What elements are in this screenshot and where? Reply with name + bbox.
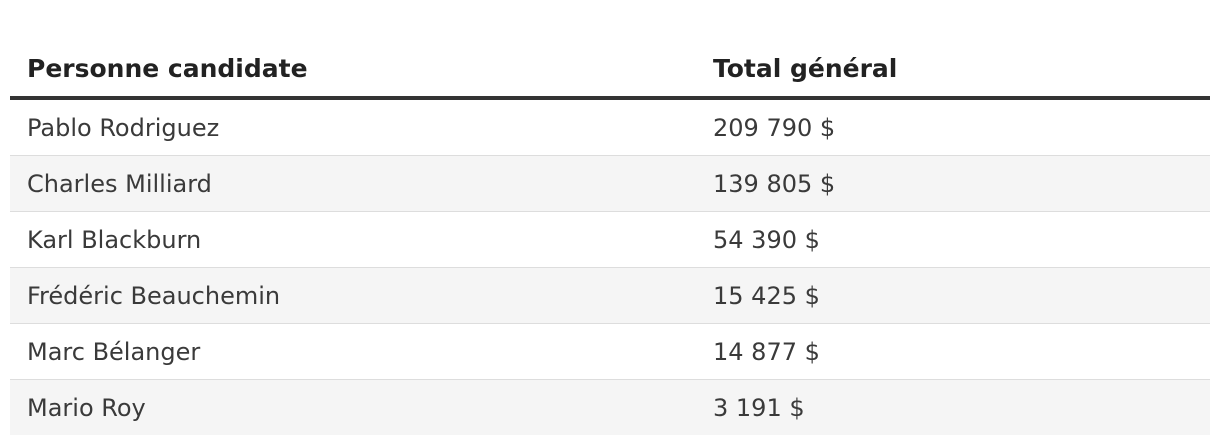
total-amount-cell: 3 191 $ [696, 379, 1210, 435]
table-body: Pablo Rodriguez 209 790 $ Charles Millia… [10, 98, 1210, 435]
donations-table: Personne candidate Total général Pablo R… [10, 40, 1210, 435]
table-row: Karl Blackburn 54 390 $ [10, 211, 1210, 268]
column-header-candidate: Personne candidate [10, 40, 696, 100]
total-amount-cell: 15 425 $ [696, 267, 1210, 324]
total-amount-cell: 139 805 $ [696, 155, 1210, 212]
total-amount-cell: 209 790 $ [696, 98, 1210, 156]
donations-table-container: Personne candidate Total général Pablo R… [10, 40, 1210, 435]
candidate-name-cell: Frédéric Beauchemin [10, 267, 696, 324]
table-row: Pablo Rodriguez 209 790 $ [10, 98, 1210, 156]
header-row: Personne candidate Total général [10, 40, 1210, 100]
total-amount-cell: 14 877 $ [696, 323, 1210, 380]
total-amount-cell: 54 390 $ [696, 211, 1210, 268]
table-header: Personne candidate Total général [10, 40, 1210, 100]
table-row: Frédéric Beauchemin 15 425 $ [10, 267, 1210, 324]
candidate-name-cell: Karl Blackburn [10, 211, 696, 268]
candidate-name-cell: Charles Milliard [10, 155, 696, 212]
table-row: Mario Roy 3 191 $ [10, 379, 1210, 435]
column-header-total: Total général [696, 40, 1210, 100]
candidate-name-cell: Marc Bélanger [10, 323, 696, 380]
table-row: Marc Bélanger 14 877 $ [10, 323, 1210, 380]
table-row: Charles Milliard 139 805 $ [10, 155, 1210, 212]
candidate-name-cell: Mario Roy [10, 379, 696, 435]
candidate-name-cell: Pablo Rodriguez [10, 98, 696, 156]
